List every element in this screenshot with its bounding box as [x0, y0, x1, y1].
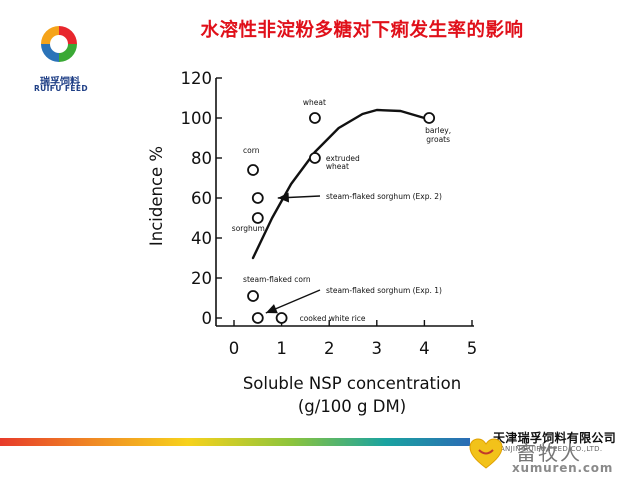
point-label: corn — [243, 146, 260, 155]
y-axis-label: Incidence % — [147, 146, 166, 246]
slide-title: 水溶性非淀粉多糖对下痢发生率的影响 — [200, 20, 524, 41]
data-point — [251, 212, 264, 224]
point-label-extra: wheat — [326, 162, 349, 171]
x-axis-label-line1: Soluble NSP concentration — [243, 374, 461, 393]
point-label: cooked white rice — [300, 314, 366, 323]
data-point — [251, 192, 264, 204]
point-label: sorghum — [232, 224, 265, 233]
company-name: 天津瑞孚饲料有限公司 — [493, 431, 617, 445]
point-label: barley, — [425, 126, 451, 135]
x-tick-label: 1 — [276, 339, 287, 358]
data-point — [247, 290, 259, 302]
x-tick-label: 2 — [324, 339, 335, 358]
footer-color-bar — [0, 438, 470, 446]
annotation-label: steam-flaked sorghum (Exp. 1) — [326, 286, 442, 295]
x-axis-label-line2: (g/100 g DM) — [298, 397, 406, 416]
data-point — [275, 312, 288, 324]
y-tick-label: 120 — [181, 69, 213, 88]
watermark-url: xumuren.com — [512, 461, 614, 475]
annotation-arrowhead — [265, 304, 278, 314]
annotation-label: steam-flaked sorghum (Exp. 2) — [326, 192, 442, 201]
point-label: wheat — [303, 98, 326, 107]
fitted-curve — [251, 108, 426, 260]
y-tick-label: 40 — [191, 229, 212, 248]
y-tick-label: 100 — [181, 109, 213, 128]
x-tick-label: 5 — [467, 339, 478, 358]
y-tick-label: 20 — [191, 269, 212, 288]
brand-name-en: RUIFU FEED — [33, 84, 89, 93]
data-point — [247, 164, 259, 176]
x-tick-label: 0 — [229, 339, 240, 358]
x-tick-label: 4 — [419, 339, 430, 358]
x-tick-label: 3 — [372, 339, 383, 358]
data-point — [423, 112, 436, 124]
data-point — [251, 312, 264, 324]
y-tick-label: 60 — [191, 189, 212, 208]
point-label-extra: groats — [426, 135, 450, 144]
watermark-text: 畜牧人 — [516, 441, 582, 465]
chart-marks: corn sorghum steam-flaked corn cooked white… — [232, 98, 451, 324]
data-point — [309, 112, 321, 124]
point-label: extruded — [326, 154, 360, 163]
y-tick-label: 0 — [202, 309, 213, 328]
chart-axes: 0 20 40 60 80 100 120 0 1 2 3 4 5 — [181, 69, 478, 358]
heart-icon — [469, 438, 503, 469]
y-tick-label: 80 — [191, 149, 212, 168]
data-point — [309, 152, 321, 164]
annotation-arrowhead — [277, 192, 290, 203]
ruifu-logo — [41, 26, 77, 62]
brand-name-cn: 瑞孚饲料 — [40, 77, 80, 88]
point-label: steam-flaked corn — [243, 275, 311, 284]
company-name-en: TIANJIN RUIFU FEED CO.,LTD. — [493, 445, 603, 453]
